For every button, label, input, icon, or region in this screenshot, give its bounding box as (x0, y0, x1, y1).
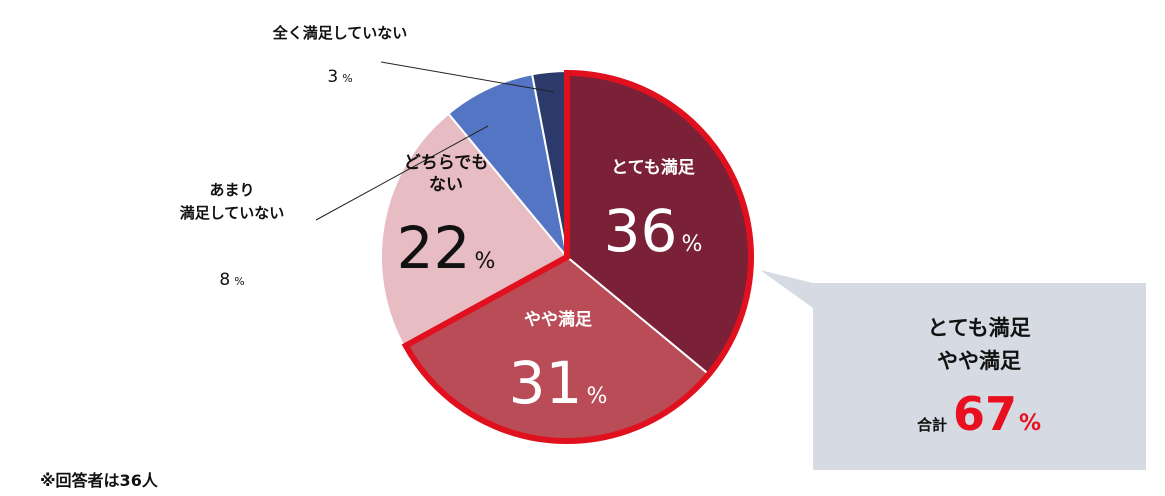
label-line: 全く満足していない (272, 24, 408, 42)
label-very-dissatisfied-name: 全く満足していない (272, 24, 408, 42)
slice-somewhat-dissatisfied (447, 73, 568, 258)
label-somewhat-satisfied-value: 31% (509, 349, 608, 417)
value-unit: % (586, 384, 607, 409)
highlight-callout-box (760, 270, 1146, 470)
highlight-outline-path (401, 69, 754, 444)
footnote: ※回答者は36人 (40, 471, 159, 490)
callout-total-label: 合計 (916, 416, 947, 434)
label-line: 満足していない (180, 204, 285, 222)
label-neutral-name: どちらでもない (404, 153, 489, 195)
label-neutral-value: 22% (397, 214, 496, 282)
callout-line-2: やや満足 (937, 349, 1021, 373)
slice-labels: とても満足 36 % やや満足 31 % どちらでもない 22 % あまり満足していない 8 % 全く満… (180, 24, 703, 417)
label-line: とても満足 (611, 157, 695, 178)
callout-line-1: とても満足 (927, 316, 1030, 340)
leader-lines (315, 61, 555, 221)
callout-total-value: 67 (953, 387, 1017, 441)
label-very-dissatisfied-value: 3% (327, 67, 352, 87)
label-line: やや満足 (524, 309, 592, 330)
value-unit: % (681, 232, 702, 257)
label-line: あまり (209, 181, 254, 199)
slice-neutral (380, 112, 569, 348)
label-somewhat-dissatisfied-leader (315, 125, 489, 221)
value-number: 3 (327, 67, 338, 87)
value-number: 36 (604, 197, 678, 265)
label-very-satisfied-value: 36% (604, 197, 703, 265)
label-line: どちらでも (404, 153, 489, 173)
value-unit: % (234, 275, 244, 288)
label-very-satisfied-name: とても満足 (611, 157, 695, 178)
label-somewhat-satisfied-name: やや満足 (524, 309, 592, 330)
value-unit: % (342, 72, 352, 85)
value-number: 22 (397, 214, 471, 282)
label-somewhat-dissatisfied-name: あまり満足していない (180, 181, 285, 222)
callout-total: 合計 67% (916, 387, 1041, 441)
value-number: 31 (509, 349, 583, 417)
value-unit: % (474, 249, 495, 274)
label-very-dissatisfied-leader (380, 61, 555, 93)
pie-slices (380, 69, 754, 444)
highlight-outline (401, 69, 754, 444)
callout-total-unit: % (1019, 411, 1041, 436)
label-line: ない (429, 175, 463, 195)
label-somewhat-dissatisfied-value: 8% (219, 270, 244, 290)
value-number: 8 (219, 270, 230, 290)
